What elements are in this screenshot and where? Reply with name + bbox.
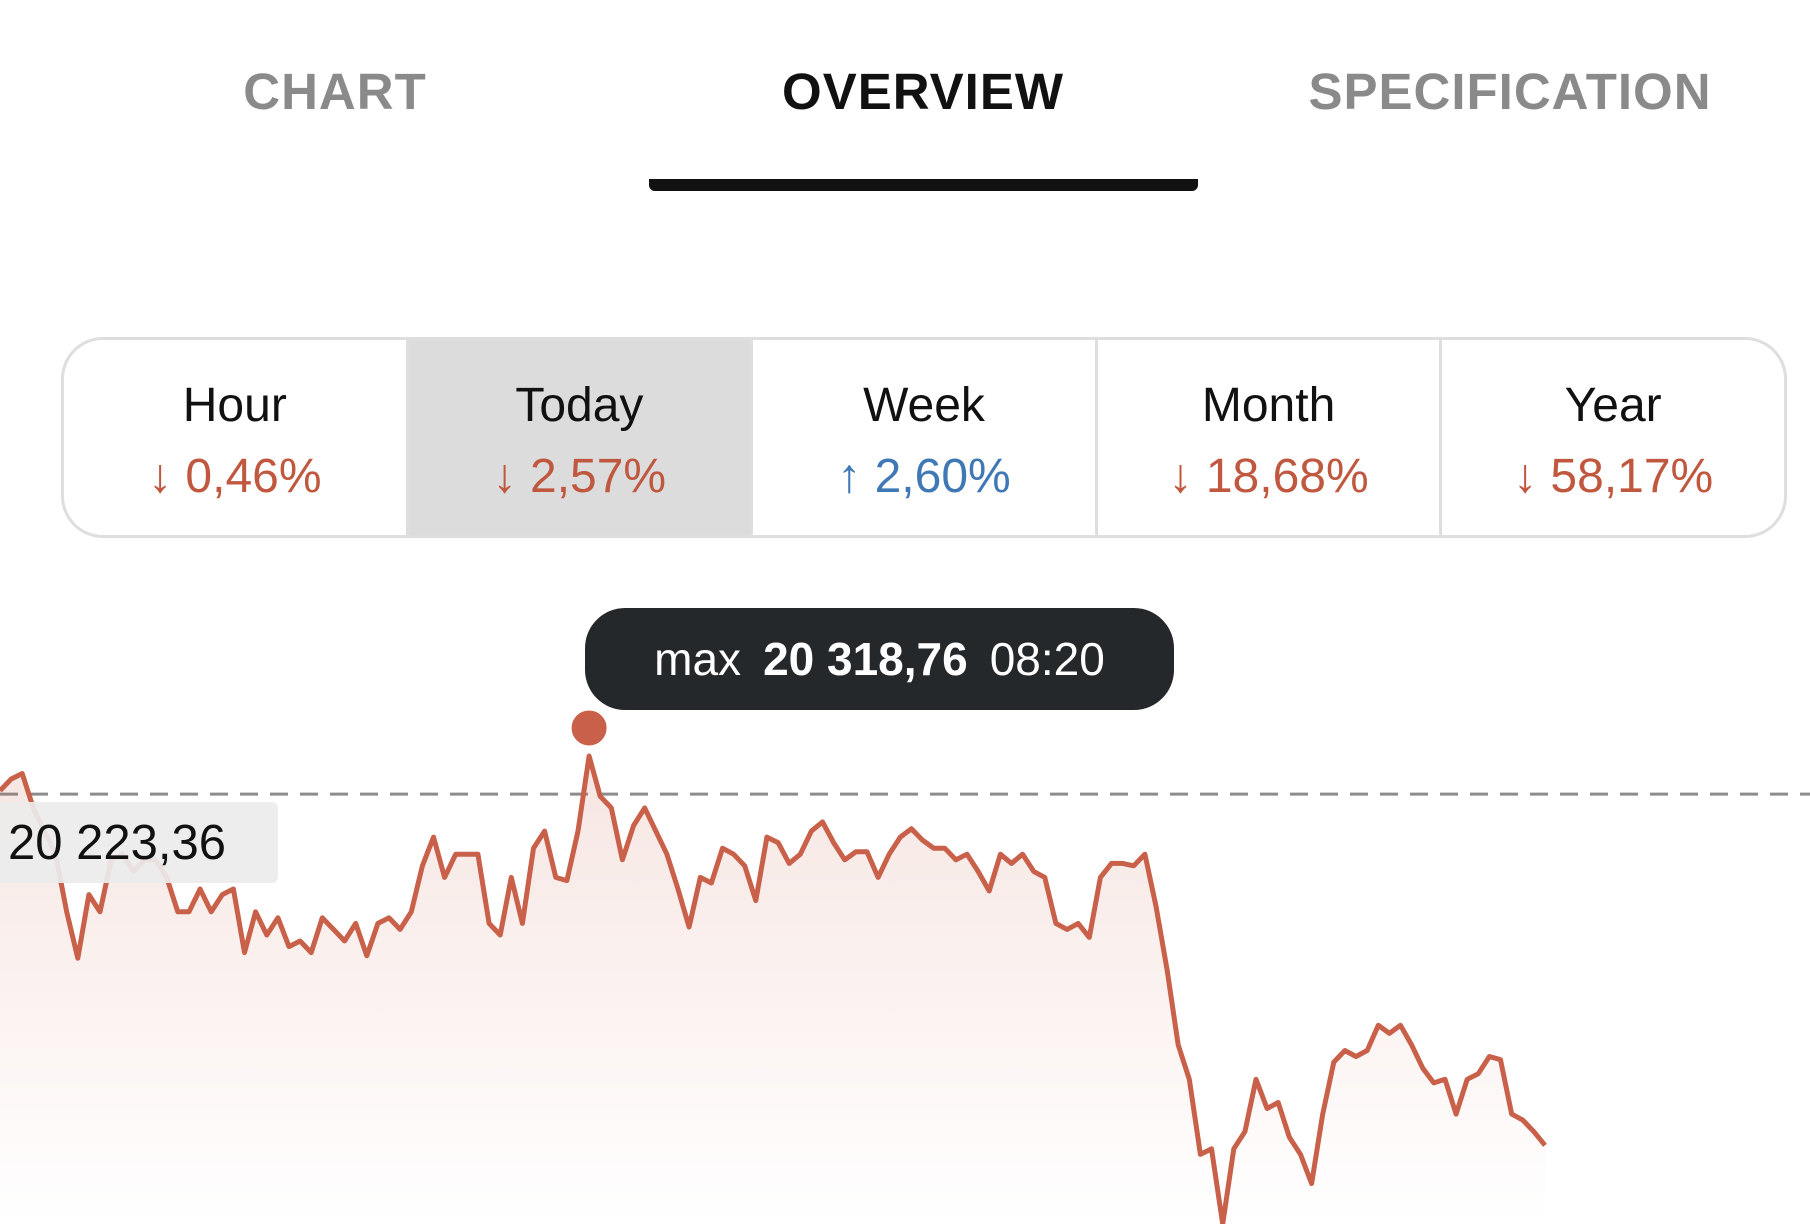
period-cell[interactable]: Year ↓ 58,17% <box>1439 340 1784 535</box>
max-time: 08:20 <box>989 633 1105 685</box>
tab[interactable]: OVERVIEW <box>782 63 1064 120</box>
period-cell[interactable]: Hour ↓ 0,46% <box>64 340 406 535</box>
tab[interactable]: CHART <box>243 63 427 120</box>
tab[interactable]: SPECIFICATION <box>1308 63 1712 120</box>
period-change: ↑ 2,60% <box>837 450 1011 503</box>
period-change: ↓ 18,68% <box>1168 450 1369 503</box>
line <box>0 753 1547 1224</box>
period-name: Today <box>515 379 644 432</box>
max-value: 20 318,76 <box>763 633 968 685</box>
max-marker <box>566 705 612 751</box>
period-name: Year <box>1564 379 1662 432</box>
period-cell[interactable]: Week ↑ 2,60% <box>750 340 1095 535</box>
period-name: Month <box>1201 379 1336 432</box>
tab-indicator <box>649 179 1198 191</box>
period-cell[interactable]: Month ↓ 18,68% <box>1094 340 1440 535</box>
period-selector: Hour ↓ 0,46% Today ↓ 2,57% Week ↑ 2,60% Month ↓… <box>61 337 1787 538</box>
period-name: Week <box>863 379 985 432</box>
max-tooltip: max 20 318,76 08:20 <box>585 608 1174 710</box>
max-label: max <box>654 633 742 685</box>
reference-label: 20 223,36 <box>0 802 278 883</box>
period-change: ↓ 2,57% <box>492 450 667 503</box>
period-cell[interactable]: Today ↓ 2,57% <box>405 340 751 535</box>
area <box>0 756 1545 1224</box>
period-change: ↓ 0,46% <box>148 450 322 503</box>
period-change: ↓ 58,17% <box>1513 450 1714 503</box>
period-name: Hour <box>182 379 287 432</box>
